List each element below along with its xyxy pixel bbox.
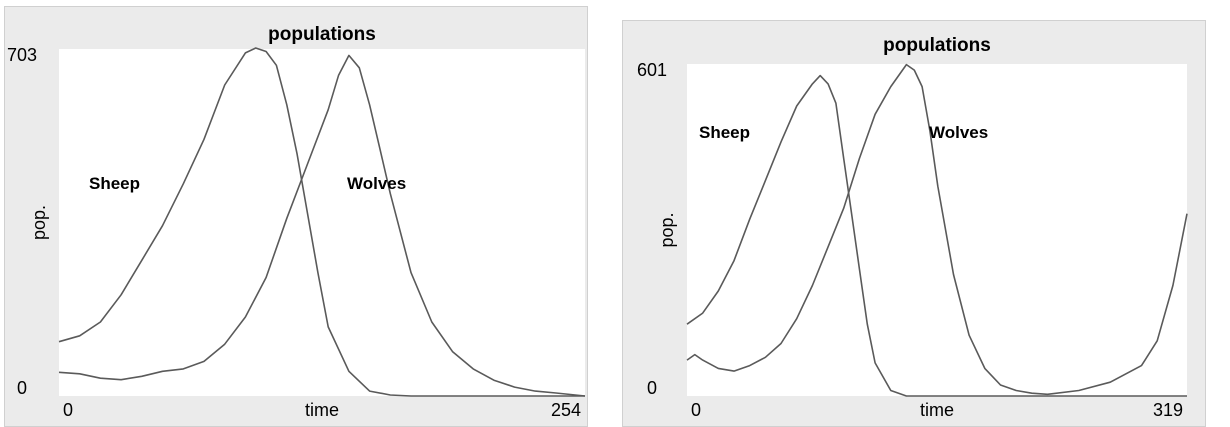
chart-title: populations bbox=[883, 35, 991, 56]
sheep-series-line-right bbox=[686, 74, 1187, 397]
plot-area bbox=[687, 64, 1187, 396]
chart-panel-right: populations 601 0 pop. 0 319 time Sheep Wolves bbox=[622, 20, 1206, 427]
wolves-series-label: Wolves bbox=[347, 174, 406, 193]
sheep-series-label: Sheep bbox=[89, 174, 140, 193]
populations-chart-left: populations 703 0 pop. 0 254 time Sheep Wolves bbox=[7, 24, 586, 420]
x-axis-label: time bbox=[305, 400, 339, 420]
chart-title: populations bbox=[268, 24, 376, 45]
sheep-series-label: Sheep bbox=[699, 123, 750, 142]
y-axis-label: pop. bbox=[29, 205, 49, 240]
x-tick-label-max: 254 bbox=[551, 400, 581, 420]
x-tick-label-min: 0 bbox=[691, 400, 701, 420]
wolves-series-line-left bbox=[58, 54, 586, 397]
chart-panel-left: populations 703 0 pop. 0 254 time Sheep Wolves bbox=[4, 6, 588, 427]
populations-chart-right: populations 601 0 pop. 0 319 time Sheep Wolves bbox=[637, 35, 1188, 420]
wolves-series-line-right bbox=[686, 63, 1188, 396]
plot-area bbox=[59, 49, 585, 396]
x-tick-label-max: 319 bbox=[1153, 400, 1183, 420]
x-axis-label: time bbox=[920, 400, 954, 420]
y-tick-label-min: 0 bbox=[17, 378, 27, 398]
y-tick-label-min: 0 bbox=[647, 378, 657, 398]
x-tick-label-min: 0 bbox=[63, 400, 73, 420]
y-tick-label-max: 703 bbox=[7, 45, 37, 65]
wolves-series-label: Wolves bbox=[929, 123, 988, 142]
sheep-series-line-left bbox=[58, 47, 585, 397]
y-axis-label: pop. bbox=[657, 212, 677, 247]
y-tick-label-max: 601 bbox=[637, 60, 667, 80]
